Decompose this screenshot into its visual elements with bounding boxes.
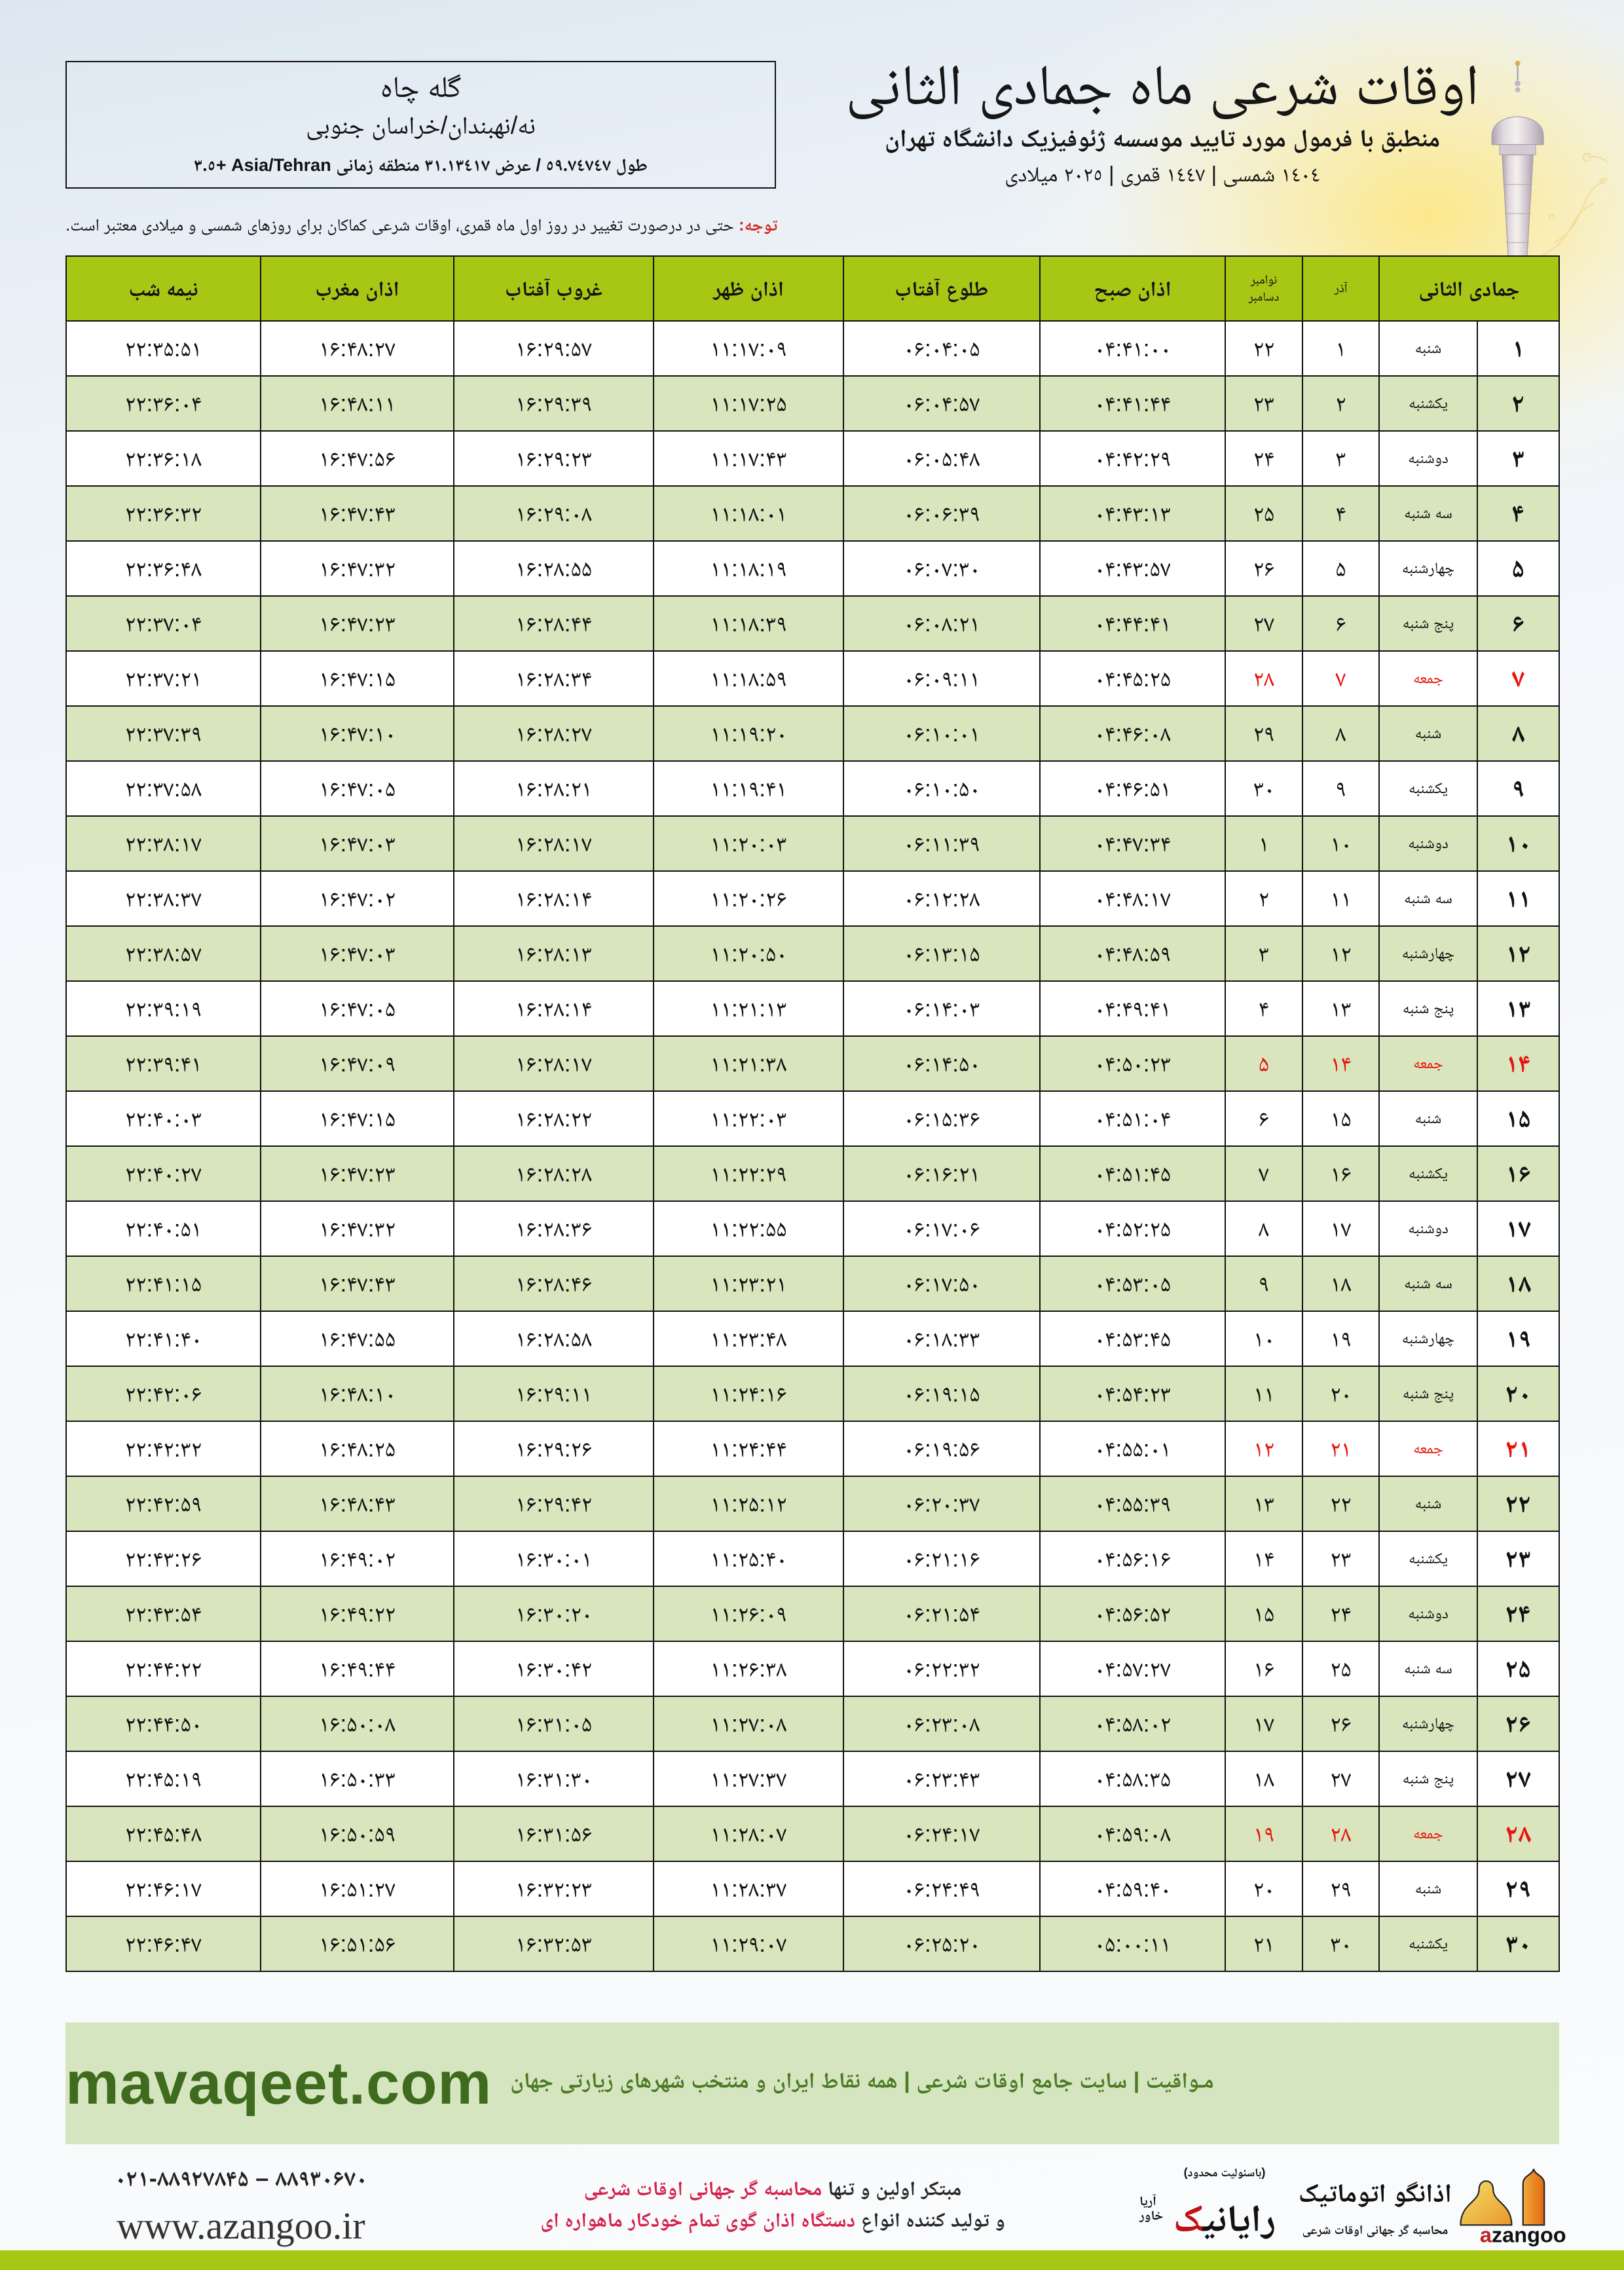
svg-text:azangoo: azangoo	[1480, 2223, 1566, 2246]
